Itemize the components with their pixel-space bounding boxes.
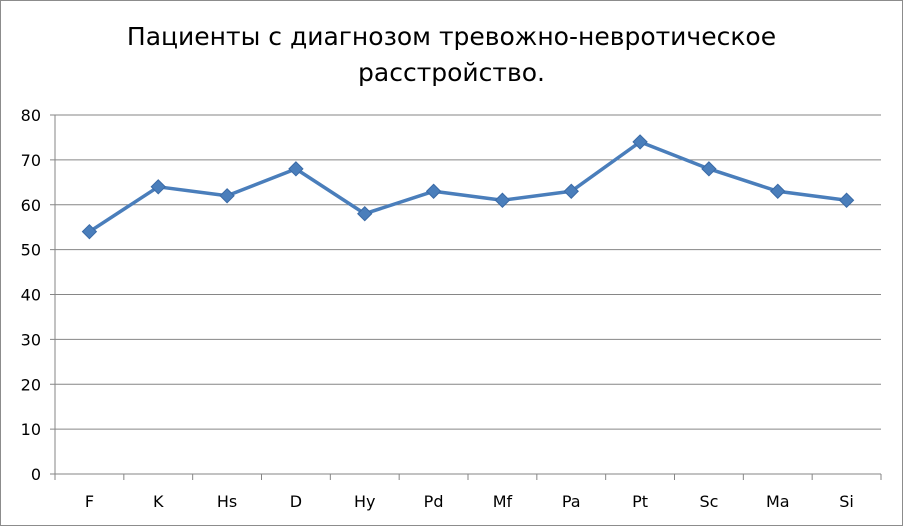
data-point-marker [81, 223, 98, 240]
x-tick-label: Mf [493, 492, 513, 511]
x-tick-label: Hy [354, 492, 376, 511]
y-tick-label: 80 [21, 106, 41, 125]
data-point-marker [357, 206, 373, 222]
x-tick-label: Pd [424, 492, 444, 511]
data-point-marker [150, 179, 166, 195]
x-tick-label: Pt [632, 492, 648, 511]
x-tick-label: F [85, 492, 94, 511]
series-line [87, 140, 849, 234]
x-tick-label: Si [839, 492, 854, 511]
x-tick-label: Pa [562, 492, 581, 511]
data-point-marker [770, 183, 786, 199]
y-tick-label: 30 [21, 330, 41, 349]
x-tick-label: D [290, 492, 302, 511]
y-tick-label: 60 [21, 196, 41, 215]
chart-title: Пациенты с диагнозом тревожно-невротичес… [1, 19, 902, 91]
data-point-marker [838, 192, 855, 208]
y-tick-label: 0 [31, 465, 41, 484]
data-point-marker [632, 134, 648, 150]
chart-title-line-2: расстройство. [358, 58, 545, 87]
y-tick-label: 10 [21, 420, 41, 439]
y-tick-label: 20 [21, 375, 41, 394]
y-tick-label: 50 [21, 241, 41, 260]
data-point-marker [701, 161, 717, 177]
data-point-marker [563, 183, 579, 199]
y-tick-label: 40 [21, 286, 41, 305]
data-point-marker [219, 188, 235, 204]
x-tick-label: Hs [217, 492, 237, 511]
x-tick-label: Ma [766, 492, 790, 511]
chart-title-line-1: Пациенты с диагнозом тревожно-невротичес… [126, 22, 777, 51]
data-point-marker [494, 192, 511, 208]
x-tick-label: K [153, 492, 164, 511]
x-tick-label: Sc [699, 492, 718, 511]
data-point-marker [425, 183, 442, 199]
data-point-marker [288, 161, 304, 177]
y-tick-label: 70 [21, 151, 41, 170]
